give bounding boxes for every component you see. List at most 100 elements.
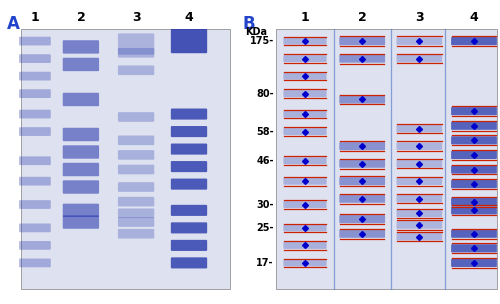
FancyBboxPatch shape [118, 217, 154, 227]
FancyBboxPatch shape [118, 209, 154, 218]
FancyBboxPatch shape [171, 205, 207, 216]
FancyBboxPatch shape [19, 37, 51, 46]
FancyBboxPatch shape [171, 29, 207, 53]
FancyBboxPatch shape [396, 142, 442, 150]
FancyBboxPatch shape [284, 178, 327, 185]
FancyBboxPatch shape [451, 244, 497, 252]
FancyBboxPatch shape [284, 90, 327, 97]
FancyBboxPatch shape [118, 197, 154, 206]
FancyBboxPatch shape [451, 136, 497, 144]
FancyBboxPatch shape [19, 72, 51, 81]
FancyBboxPatch shape [19, 110, 51, 119]
FancyBboxPatch shape [19, 258, 51, 267]
FancyBboxPatch shape [62, 40, 99, 54]
FancyBboxPatch shape [284, 111, 327, 118]
FancyBboxPatch shape [118, 165, 154, 174]
FancyBboxPatch shape [284, 157, 327, 164]
FancyBboxPatch shape [340, 37, 385, 45]
FancyBboxPatch shape [276, 29, 498, 289]
Text: 3: 3 [132, 11, 140, 24]
FancyBboxPatch shape [171, 109, 207, 119]
FancyBboxPatch shape [284, 224, 327, 231]
FancyBboxPatch shape [171, 126, 207, 137]
FancyBboxPatch shape [62, 58, 99, 71]
FancyBboxPatch shape [118, 112, 154, 122]
FancyBboxPatch shape [396, 221, 442, 229]
Text: 46-: 46- [256, 156, 274, 166]
FancyBboxPatch shape [118, 65, 154, 75]
FancyBboxPatch shape [451, 259, 497, 267]
FancyBboxPatch shape [451, 151, 497, 159]
Text: 3: 3 [415, 11, 424, 24]
FancyBboxPatch shape [21, 29, 231, 289]
FancyBboxPatch shape [340, 160, 385, 168]
FancyBboxPatch shape [451, 107, 497, 115]
Text: 4: 4 [470, 11, 478, 24]
Text: 80-: 80- [256, 89, 274, 98]
Text: 4: 4 [184, 11, 194, 24]
Text: 175-: 175- [250, 36, 274, 46]
FancyBboxPatch shape [118, 48, 154, 57]
FancyBboxPatch shape [451, 180, 497, 188]
FancyBboxPatch shape [118, 33, 154, 55]
FancyBboxPatch shape [62, 163, 99, 176]
FancyBboxPatch shape [19, 241, 51, 250]
FancyBboxPatch shape [396, 125, 442, 133]
FancyBboxPatch shape [396, 233, 442, 240]
FancyBboxPatch shape [396, 37, 442, 45]
Text: 58-: 58- [256, 126, 274, 136]
Text: 1: 1 [30, 11, 40, 24]
FancyBboxPatch shape [19, 54, 51, 63]
FancyBboxPatch shape [451, 122, 497, 130]
FancyBboxPatch shape [340, 95, 385, 104]
Text: A: A [8, 15, 20, 33]
FancyBboxPatch shape [118, 136, 154, 145]
FancyBboxPatch shape [396, 209, 442, 217]
FancyBboxPatch shape [284, 38, 327, 45]
FancyBboxPatch shape [62, 145, 99, 159]
FancyBboxPatch shape [171, 257, 207, 268]
FancyBboxPatch shape [171, 143, 207, 155]
FancyBboxPatch shape [62, 128, 99, 141]
FancyBboxPatch shape [451, 230, 497, 238]
FancyBboxPatch shape [284, 55, 327, 62]
FancyBboxPatch shape [19, 127, 51, 136]
Text: 1: 1 [300, 11, 310, 24]
FancyBboxPatch shape [284, 259, 327, 266]
FancyBboxPatch shape [340, 230, 385, 238]
FancyBboxPatch shape [62, 204, 99, 217]
FancyBboxPatch shape [118, 182, 154, 192]
FancyBboxPatch shape [19, 156, 51, 165]
FancyBboxPatch shape [284, 201, 327, 208]
Text: KDa: KDa [245, 27, 267, 37]
FancyBboxPatch shape [118, 150, 154, 160]
FancyBboxPatch shape [396, 195, 442, 202]
Text: 2: 2 [358, 11, 366, 24]
FancyBboxPatch shape [62, 215, 99, 229]
FancyBboxPatch shape [340, 54, 385, 63]
FancyBboxPatch shape [118, 229, 154, 239]
FancyBboxPatch shape [340, 177, 385, 185]
FancyBboxPatch shape [62, 93, 99, 106]
FancyBboxPatch shape [62, 180, 99, 194]
FancyBboxPatch shape [171, 161, 207, 172]
FancyBboxPatch shape [284, 242, 327, 249]
FancyBboxPatch shape [19, 89, 51, 98]
FancyBboxPatch shape [284, 73, 327, 80]
FancyBboxPatch shape [451, 198, 497, 206]
FancyBboxPatch shape [396, 55, 442, 62]
FancyBboxPatch shape [451, 165, 497, 174]
FancyBboxPatch shape [19, 177, 51, 185]
FancyBboxPatch shape [19, 223, 51, 232]
Text: 25-: 25- [256, 223, 274, 233]
FancyBboxPatch shape [451, 37, 497, 45]
FancyBboxPatch shape [340, 215, 385, 223]
Text: 17-: 17- [256, 258, 274, 268]
FancyBboxPatch shape [396, 160, 442, 168]
FancyBboxPatch shape [171, 222, 207, 233]
FancyBboxPatch shape [171, 178, 207, 190]
FancyBboxPatch shape [340, 195, 385, 203]
FancyBboxPatch shape [171, 240, 207, 251]
FancyBboxPatch shape [396, 178, 442, 185]
Text: 2: 2 [76, 11, 86, 24]
